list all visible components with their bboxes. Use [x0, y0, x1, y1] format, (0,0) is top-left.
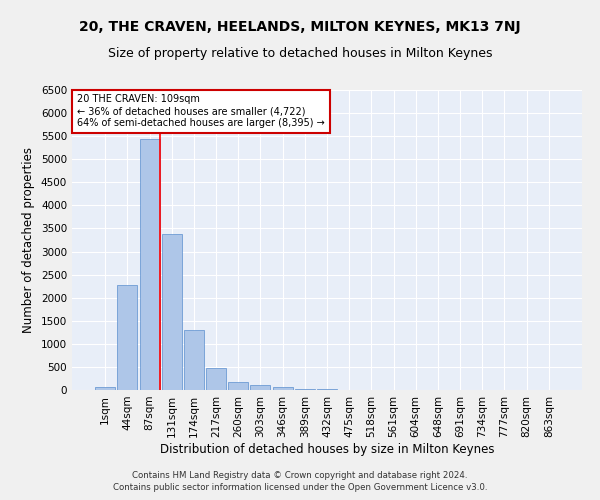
Bar [184, 330, 204, 390]
Bar [206, 368, 226, 390]
Text: 20 THE CRAVEN: 109sqm
← 36% of detached houses are smaller (4,722)
64% of semi-d: 20 THE CRAVEN: 109sqm ← 36% of detached … [77, 94, 325, 128]
X-axis label: Distribution of detached houses by size in Milton Keynes: Distribution of detached houses by size … [160, 442, 494, 456]
Bar [118, 285, 137, 390]
Text: Contains public sector information licensed under the Open Government Licence v3: Contains public sector information licen… [113, 484, 487, 492]
Text: 20, THE CRAVEN, HEELANDS, MILTON KEYNES, MK13 7NJ: 20, THE CRAVEN, HEELANDS, MILTON KEYNES,… [79, 20, 521, 34]
Bar [162, 234, 182, 390]
Bar [272, 388, 293, 390]
Bar [228, 382, 248, 390]
Y-axis label: Number of detached properties: Number of detached properties [22, 147, 35, 333]
Text: Contains HM Land Registry data © Crown copyright and database right 2024.: Contains HM Land Registry data © Crown c… [132, 471, 468, 480]
Bar [140, 140, 160, 390]
Bar [250, 386, 271, 390]
Bar [95, 387, 115, 390]
Text: Size of property relative to detached houses in Milton Keynes: Size of property relative to detached ho… [108, 48, 492, 60]
Bar [295, 388, 315, 390]
